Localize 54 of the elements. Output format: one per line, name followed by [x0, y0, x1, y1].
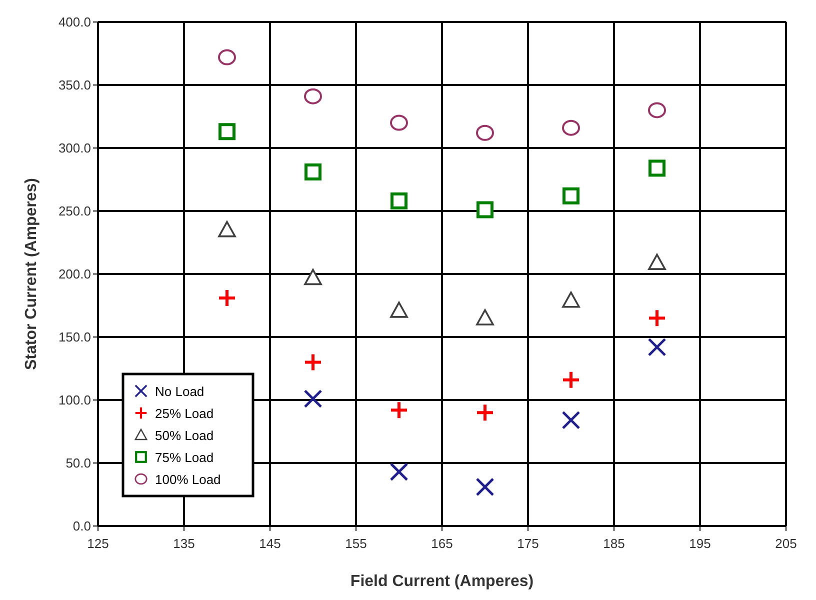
- y-tick-label: 150.0: [58, 330, 91, 344]
- point: [390, 192, 408, 210]
- x-tick-label: 195: [689, 536, 711, 551]
- x-tick-label: 125: [87, 536, 109, 551]
- y-tick-label: 300.0: [58, 140, 91, 156]
- x-tick-label: 165: [431, 536, 453, 551]
- point: [648, 254, 666, 270]
- x-tick-label: 145: [259, 536, 281, 551]
- legend-label: No Load: [155, 384, 204, 399]
- point: [304, 389, 322, 408]
- point: [218, 49, 236, 66]
- x-axis-title: Field Current (Amperes): [350, 573, 534, 590]
- point: [304, 163, 322, 180]
- point: [562, 187, 580, 204]
- legend-label: 75% Load: [155, 450, 214, 465]
- point: [648, 160, 666, 177]
- point: [562, 120, 580, 136]
- point: [390, 114, 408, 131]
- x-tick-label: 175: [517, 536, 539, 551]
- point: [304, 88, 322, 104]
- x-tick-label: 135: [173, 536, 195, 551]
- point: [562, 370, 580, 390]
- point: [390, 302, 408, 318]
- point: [648, 102, 666, 118]
- point: [304, 268, 322, 286]
- point: [218, 221, 236, 238]
- point: [218, 123, 236, 140]
- legend-label: 50% Load: [155, 428, 214, 443]
- point: [390, 400, 408, 420]
- y-axis-title: Stator Current (Amperes): [23, 178, 40, 370]
- point: [476, 124, 494, 141]
- x-tick-label: 185: [603, 536, 625, 551]
- point: [648, 308, 666, 328]
- x-tick-label: 205: [775, 536, 797, 551]
- y-tick-label: 200.0: [58, 266, 91, 282]
- legend-label: 25% Load: [155, 406, 214, 421]
- point: [390, 462, 408, 482]
- y-tick-label: 50.0: [66, 456, 91, 470]
- legend-label: 100% Load: [155, 472, 221, 487]
- point: [476, 403, 494, 422]
- point: [562, 292, 580, 308]
- y-tick-label: 250.0: [58, 204, 91, 218]
- point: [304, 352, 322, 372]
- point: [476, 309, 494, 326]
- y-tick-label: 0.0: [72, 518, 91, 534]
- y-tick-label: 400.0: [58, 14, 91, 30]
- point: [648, 338, 666, 356]
- y-tick-label: 100.0: [58, 392, 91, 408]
- point: [476, 478, 494, 496]
- point: [218, 288, 236, 308]
- point: [562, 410, 580, 430]
- point: [476, 201, 494, 218]
- x-tick-label: 155: [345, 536, 367, 551]
- y-tick-label: 350.0: [58, 78, 91, 92]
